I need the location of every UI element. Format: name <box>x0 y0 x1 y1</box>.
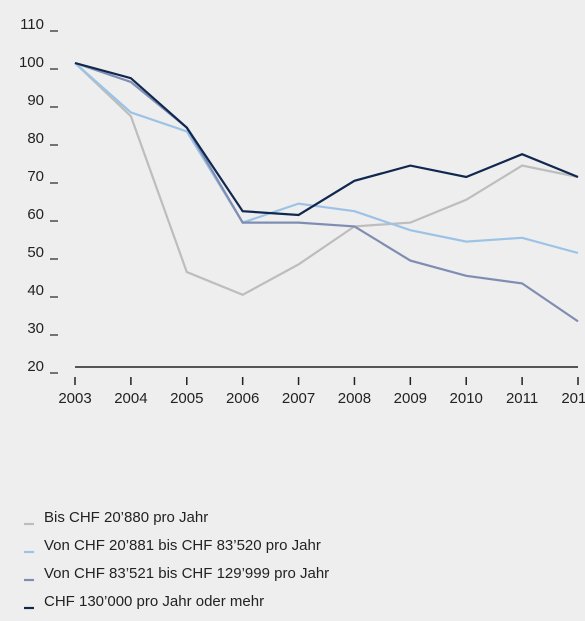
x-tick-label: 2003 <box>58 390 91 407</box>
y-tick-label: 30 <box>27 320 44 337</box>
y-tick-label: 50 <box>27 244 44 261</box>
x-tick-label: 2009 <box>394 390 427 407</box>
y-tick-label: 100 <box>19 54 44 71</box>
series-line <box>74 61 579 323</box>
y-tick-label: 20 <box>27 358 44 375</box>
x-tick-label: 2012 <box>561 390 585 407</box>
y-tick-label: 90 <box>27 92 44 109</box>
series-line <box>74 62 579 255</box>
series-line <box>74 62 579 297</box>
x-tick-label: 2007 <box>282 390 315 407</box>
y-tick-label: 40 <box>27 282 44 299</box>
series-line <box>74 61 579 217</box>
x-tick-label: 2006 <box>226 390 259 407</box>
y-tick-label: 110 <box>20 16 44 33</box>
y-tick-label: 60 <box>27 206 44 223</box>
x-tick-label: 2011 <box>506 390 538 407</box>
x-tick-label: 2008 <box>338 390 371 407</box>
x-tick-label: 2005 <box>170 390 203 407</box>
x-tick-label: 2010 <box>450 390 483 407</box>
legend-label: Bis CHF 20’880 pro Jahr <box>44 509 208 526</box>
legend-label: Von CHF 83’521 bis CHF 129’999 pro Jahr <box>44 565 329 582</box>
y-tick-label: 70 <box>27 168 44 185</box>
x-tick-label: 2004 <box>114 390 147 407</box>
legend-label: CHF 130’000 pro Jahr oder mehr <box>44 593 264 610</box>
legend-label: Von CHF 20’881 bis CHF 83’520 pro Jahr <box>44 537 321 554</box>
y-tick-label: 80 <box>27 130 44 147</box>
